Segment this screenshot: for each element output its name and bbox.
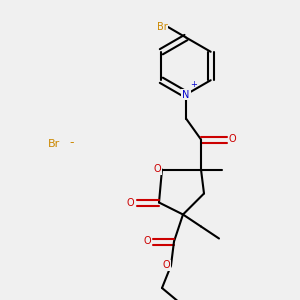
Text: O: O (163, 260, 170, 271)
Text: O: O (127, 197, 134, 208)
Text: Br: Br (48, 139, 60, 149)
Text: N: N (182, 89, 190, 100)
Text: +: + (190, 80, 197, 89)
Text: O: O (143, 236, 151, 247)
Text: -: - (70, 136, 74, 149)
Text: Br: Br (157, 22, 167, 32)
Text: O: O (154, 164, 161, 175)
Text: O: O (229, 134, 236, 145)
